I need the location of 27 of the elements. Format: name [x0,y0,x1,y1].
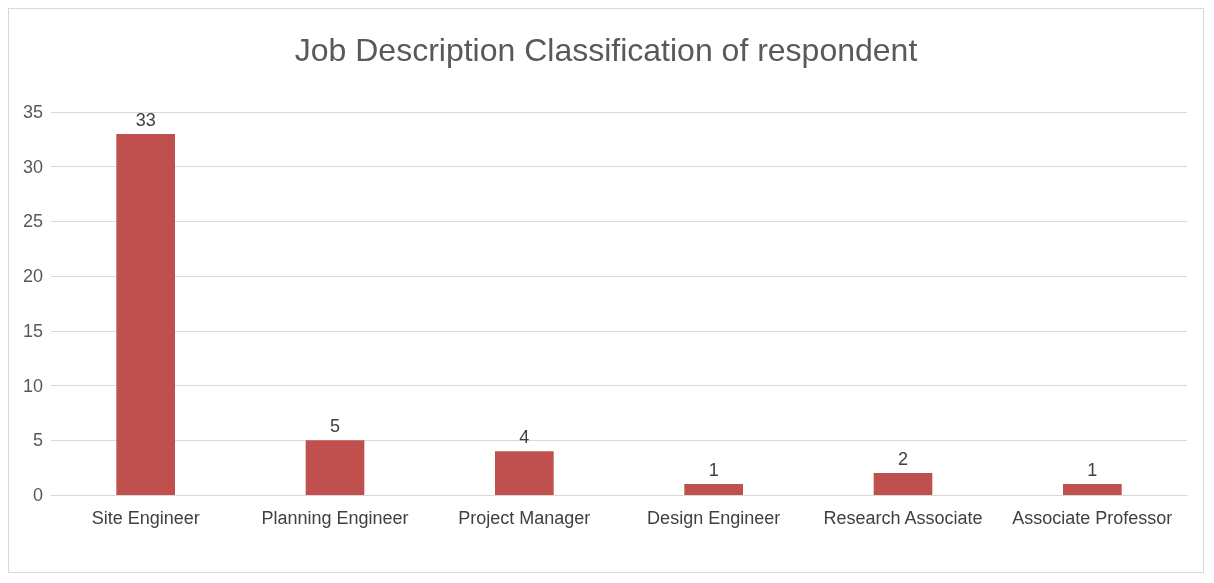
chart-title: Job Description Classification of respondent [294,32,918,68]
data-label: 1 [708,460,719,481]
x-tick-label: Project Manager [458,508,591,528]
x-tick-label: Design Engineer [647,508,781,528]
y-tick-label: 30 [22,156,43,177]
data-label: 33 [135,109,156,130]
x-tick-label: Associate Professor [1012,508,1173,528]
y-tick-label: 5 [32,430,43,451]
data-label: 1 [1087,460,1098,481]
bar [873,473,933,495]
bar [116,133,176,495]
bar [494,451,554,495]
x-tick-label: Planning Engineer [261,508,409,528]
bar [684,484,744,495]
data-label: 4 [519,427,530,448]
data-label: 5 [329,416,341,437]
y-tick-label: 0 [32,485,43,505]
data-label: 2 [897,449,909,470]
y-tick-label: 15 [22,320,43,341]
y-tick-label: 10 [22,375,43,396]
bar [1062,484,1122,495]
y-tick-label: 25 [22,211,43,232]
y-tick-label: 35 [22,102,43,122]
bar [305,440,365,495]
x-tick-label: Site Engineer [91,508,200,528]
x-tick-label: Research Associate [823,508,983,528]
y-tick-label: 20 [22,266,43,287]
